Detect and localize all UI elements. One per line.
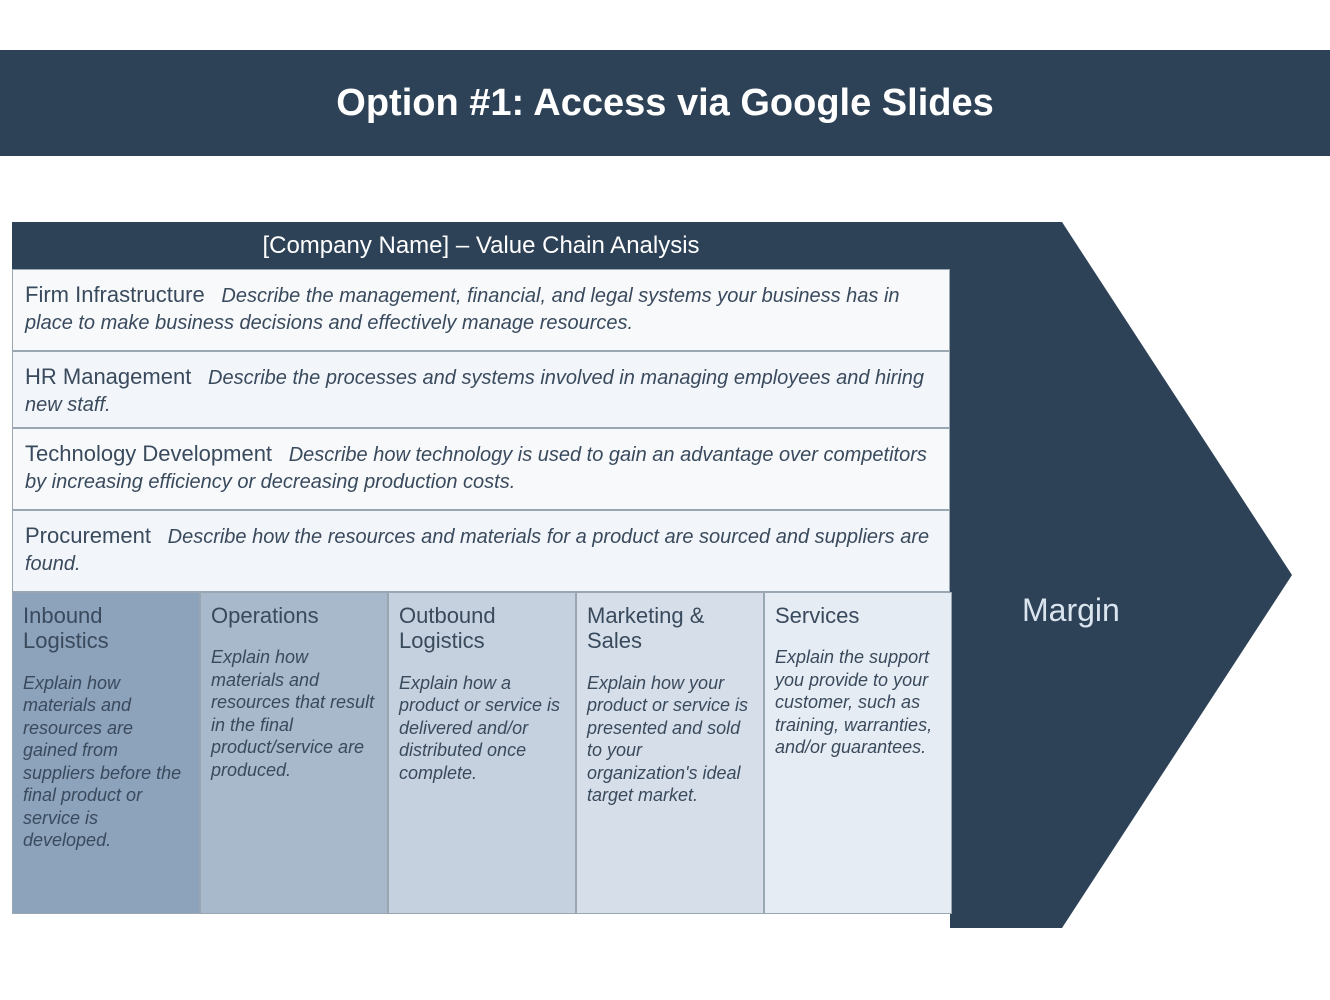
support-row-firm-infrastructure: Firm Infrastructure Describe the managem… xyxy=(12,269,950,351)
support-row-hr-management: HR Management Describe the processes and… xyxy=(12,351,950,428)
primary-title: Services xyxy=(775,603,941,628)
primary-col-inbound-logistics: Inbound Logistics Explain how materials … xyxy=(12,592,200,914)
primary-desc: Explain how your product or service is p… xyxy=(587,672,753,807)
support-label: Firm Infrastructure xyxy=(25,282,205,307)
primary-desc: Explain how a product or service is deli… xyxy=(399,672,565,785)
primary-col-services: Services Explain the support you provide… xyxy=(764,592,952,914)
primary-col-operations: Operations Explain how materials and res… xyxy=(200,592,388,914)
support-row-technology-development: Technology Development Describe how tech… xyxy=(12,428,950,510)
primary-title: Operations xyxy=(211,603,377,628)
value-chain-diagram: Margin [Company Name] – Value Chain Anal… xyxy=(12,222,1312,928)
primary-title: Outbound Logistics xyxy=(399,603,565,654)
primary-title: Inbound Logistics xyxy=(23,603,189,654)
support-label: Procurement xyxy=(25,523,151,548)
primary-col-marketing-sales: Marketing & Sales Explain how your produ… xyxy=(576,592,764,914)
page: Option #1: Access via Google Slides Marg… xyxy=(0,0,1330,1000)
primary-desc: Explain the support you provide to your … xyxy=(775,646,941,759)
primary-desc: Explain how materials and resources are … xyxy=(23,672,189,852)
margin-label: Margin xyxy=(1022,592,1120,629)
diagram-title: [Company Name] – Value Chain Analysis xyxy=(12,222,950,269)
primary-desc: Explain how materials and resources that… xyxy=(211,646,377,781)
support-label: HR Management xyxy=(25,364,191,389)
primary-col-outbound-logistics: Outbound Logistics Explain how a product… xyxy=(388,592,576,914)
primary-title: Marketing & Sales xyxy=(587,603,753,654)
banner: Option #1: Access via Google Slides xyxy=(0,50,1330,156)
support-label: Technology Development xyxy=(25,441,272,466)
arrow-polygon xyxy=(950,222,1292,928)
support-row-procurement: Procurement Describe how the resources a… xyxy=(12,510,950,592)
banner-title: Option #1: Access via Google Slides xyxy=(336,82,993,125)
